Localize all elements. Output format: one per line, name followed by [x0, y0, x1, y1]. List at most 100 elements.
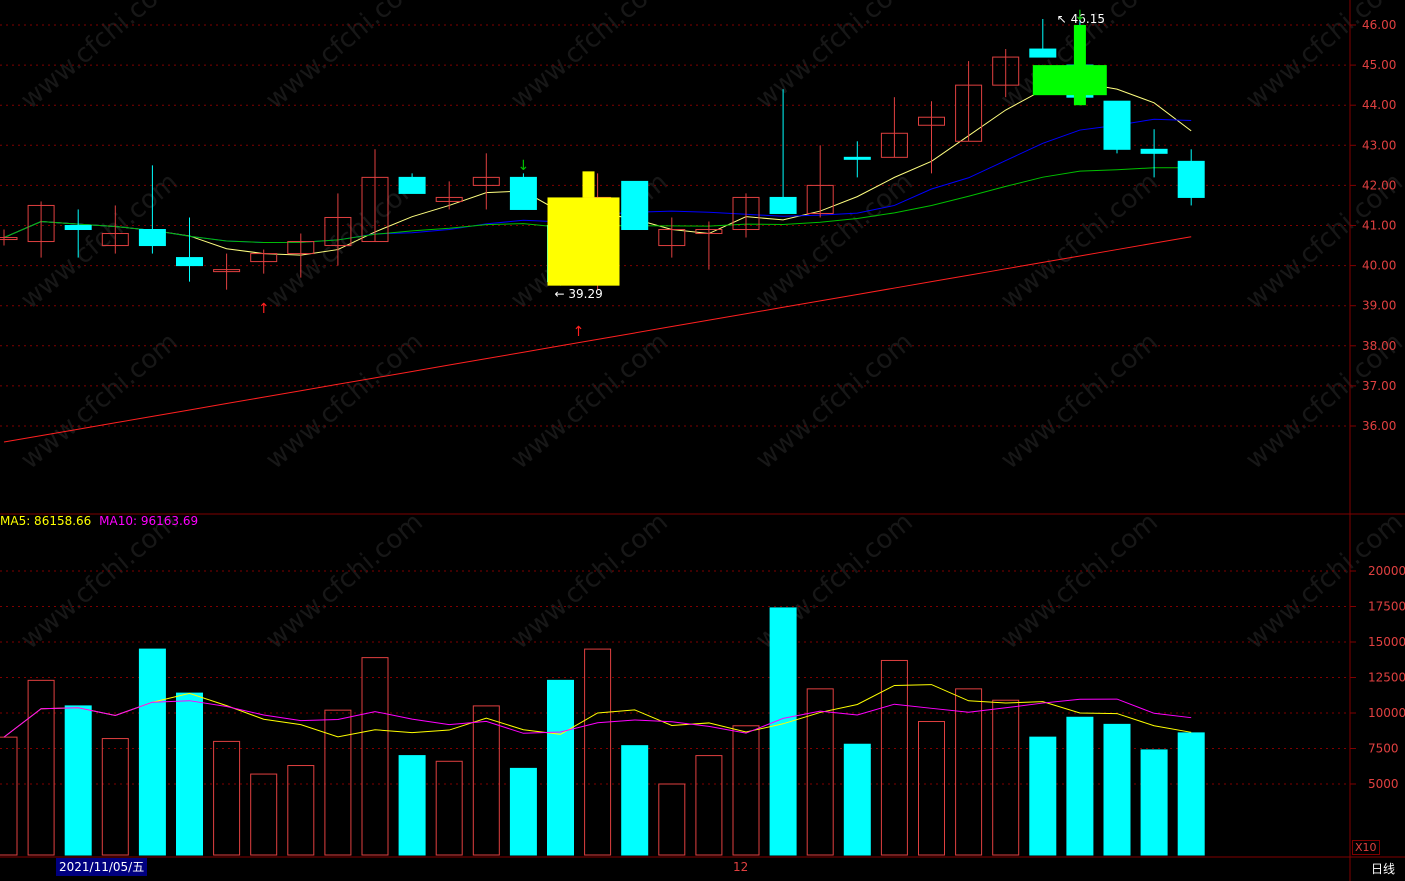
volume-tick-label: 10000: [1368, 706, 1405, 720]
watermark-text: www.cfchi.com: [505, 327, 674, 475]
volume-bar: [213, 740, 241, 856]
ma5-legend: MA5: 86158.66: [0, 514, 92, 528]
candle-body: [250, 253, 278, 263]
watermark-text: www.cfchi.com: [750, 0, 919, 115]
candle-body: [64, 225, 92, 231]
candle-body: [918, 116, 945, 126]
price-tick-label: 44.00: [1362, 98, 1396, 112]
volume-bar: [769, 607, 797, 856]
volume-bar: [0, 736, 18, 856]
watermark-text: www.cfchi.com: [260, 0, 429, 115]
price-tick-label: 41.00: [1362, 219, 1396, 233]
volume-bar: [806, 688, 834, 856]
green-signal-box: [1032, 65, 1107, 96]
candle-body: [27, 204, 55, 243]
volume-bar: [955, 688, 983, 856]
candle-body: [213, 269, 241, 273]
period-label[interactable]: 日线: [1370, 862, 1395, 876]
candle-body: [1029, 48, 1057, 58]
volume-tick-label: 12500: [1368, 671, 1405, 685]
watermark-layer: www.cfchi.com www.cfchi.com www.cfchi.com w…: [15, 0, 1405, 655]
candle-body: [695, 229, 723, 235]
price-tick-label: 46.00: [1362, 18, 1396, 32]
candlestick-series[interactable]: [0, 18, 1205, 290]
volume-bar: [398, 755, 426, 856]
candle-body: [0, 237, 18, 241]
price-tick-label: 38.00: [1362, 339, 1396, 353]
volume-scale-label[interactable]: X10: [1352, 840, 1380, 855]
volume-bar: [843, 743, 871, 856]
volume-bar: [732, 725, 760, 856]
volume-bar: [695, 755, 723, 856]
sell-arrow-icon: ↓: [518, 158, 530, 174]
volume-ma5-line: [3, 684, 1192, 738]
candle-body: [138, 229, 166, 247]
volume-bar: [176, 692, 203, 856]
price-tick-label: 42.00: [1362, 178, 1396, 192]
high-price-label: ↖ 46.15: [1057, 12, 1105, 26]
volume-bar: [1066, 716, 1094, 856]
volume-bar: [287, 765, 315, 856]
candle-body: [324, 216, 352, 247]
sell-arrow-icon: ↓: [1074, 8, 1086, 24]
volume-bar: [324, 709, 352, 856]
volume-bar: [658, 783, 686, 856]
candle-body: [361, 176, 389, 243]
watermark-text: www.cfchi.com: [995, 507, 1164, 655]
watermark-text: www.cfchi.com: [15, 0, 184, 115]
candle-body: [398, 176, 426, 194]
volume-tick-label: 5000: [1368, 777, 1399, 791]
cursor-date: 2021/11/05/五: [56, 858, 148, 876]
watermark-text: www.cfchi.com: [15, 327, 184, 475]
volume-ma10-line: [3, 698, 1192, 738]
month-tick-label: 12: [733, 860, 749, 874]
watermark-text: www.cfchi.com: [505, 507, 674, 655]
candle-body: [472, 176, 500, 186]
volume-bar: [509, 767, 537, 856]
volume-legend: MA5: 86158.66 MA10: 96163.69: [0, 514, 202, 528]
price-tick-label: 39.00: [1362, 299, 1396, 313]
volume-bar: [1177, 732, 1205, 856]
watermark-text: www.cfchi.com: [260, 507, 429, 655]
volume-bar: [1103, 723, 1131, 856]
low-price-label: ← 39.29: [555, 287, 603, 301]
volume-bar: [547, 679, 574, 856]
candle-body: [880, 132, 908, 158]
candle-body: [435, 196, 463, 202]
candle-body: [806, 184, 834, 214]
volume-bar: [101, 738, 129, 856]
volume-bar: [992, 699, 1020, 856]
yellow-signal-box: [547, 197, 620, 286]
volume-bar: [1140, 749, 1168, 856]
volume-bar: [250, 773, 278, 856]
volume-bar: [27, 679, 55, 856]
volume-axis: 20000 17500 15000 12500 10000 7500 5000: [1350, 564, 1405, 791]
ma10-legend: MA10: 96163.69: [99, 514, 199, 528]
candle-body: [621, 180, 649, 231]
watermark-text: www.cfchi.com: [995, 327, 1164, 475]
volume-tick-label: 7500: [1368, 742, 1399, 756]
watermark-text: www.cfchi.com: [1240, 507, 1405, 655]
price-tick-label: 45.00: [1362, 58, 1396, 72]
volume-bar: [918, 721, 945, 856]
volume-bar: [138, 648, 166, 856]
volume-ma-lines: [3, 684, 1192, 738]
volume-tick-label: 15000: [1368, 635, 1405, 649]
price-tick-label: 36.00: [1362, 419, 1396, 433]
candle-body: [769, 196, 797, 214]
watermark-text: www.cfchi.com: [505, 0, 674, 115]
buy-arrow-icon: ↑: [258, 301, 270, 317]
volume-bar: [361, 657, 389, 856]
volume-bar: [1029, 736, 1057, 856]
watermark-text: www.cfchi.com: [995, 167, 1164, 315]
price-axis: 46.00 45.00 44.00 43.00 42.00 41.00 40.00 39.00…: [1350, 18, 1396, 433]
volume-bar: [64, 705, 92, 856]
signal-marks: ↖ 46.15 ← 39.29 ↑ ↑ ↓ ↓: [258, 8, 1105, 340]
yellow-signal-stem: [582, 171, 595, 198]
volume-bars[interactable]: [0, 607, 1205, 856]
volume-bar: [584, 648, 612, 856]
price-tick-label: 37.00: [1362, 379, 1396, 393]
volume-bar: [435, 760, 463, 856]
